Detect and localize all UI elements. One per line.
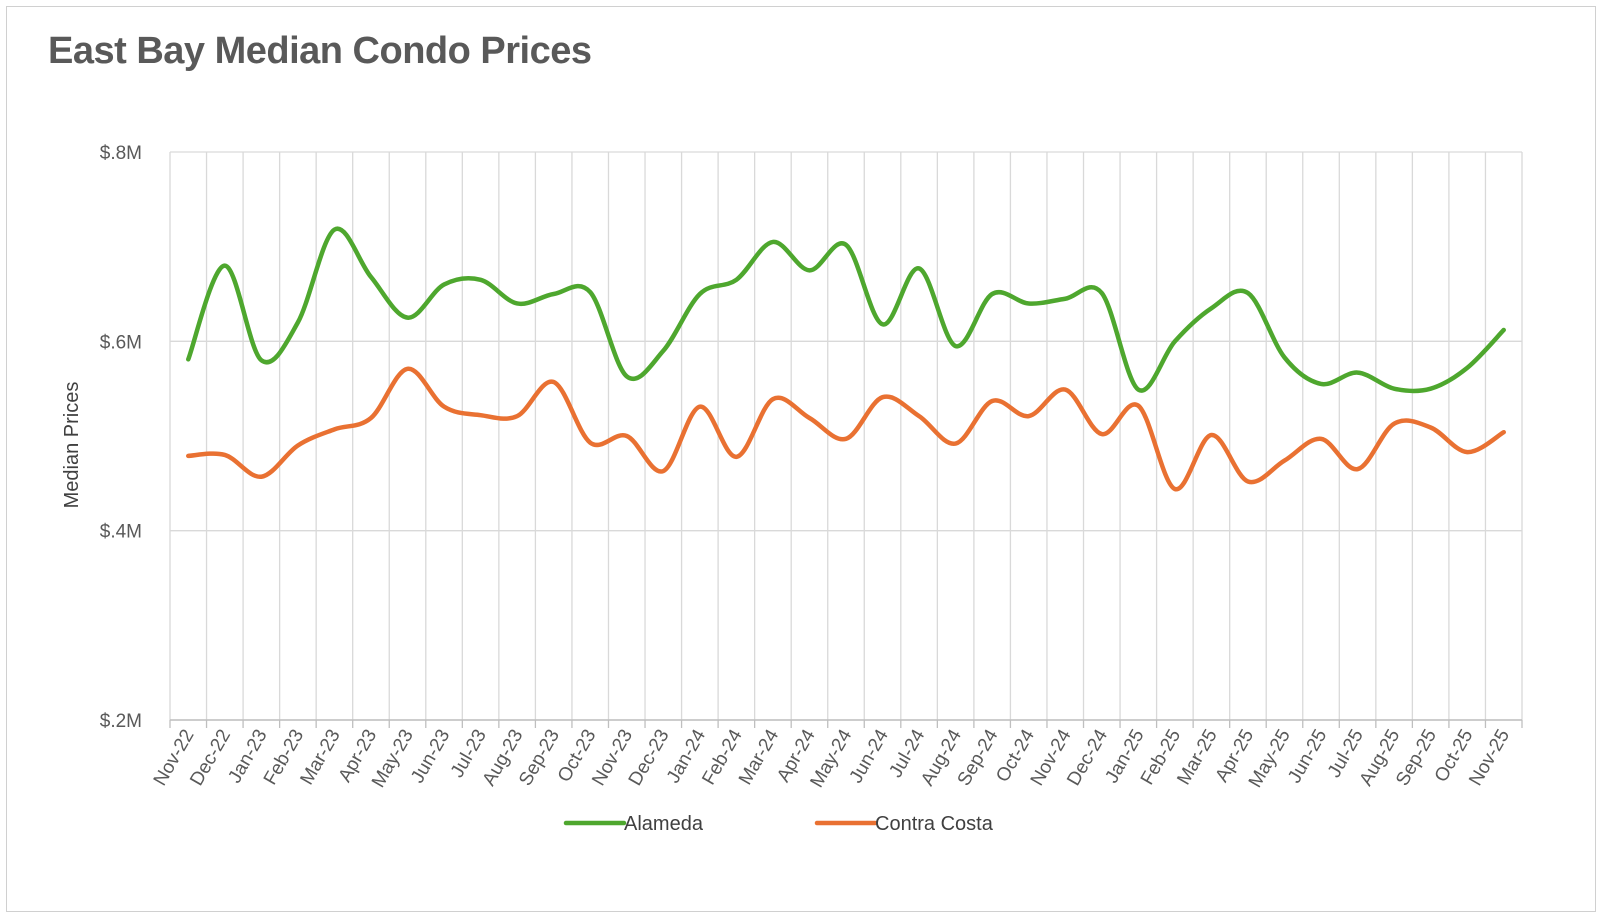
- data-point-contra-costa: [1063, 388, 1067, 392]
- data-point-alameda: [734, 278, 738, 282]
- data-point-contra-costa: [1282, 459, 1286, 463]
- data-point-contra-costa: [661, 469, 665, 473]
- data-point-alameda: [588, 290, 592, 294]
- legend-label-alameda: Alameda: [624, 813, 704, 835]
- y-tick-label: $.8M: [100, 143, 142, 164]
- y-tick-label: $.4M: [100, 522, 142, 543]
- data-point-alameda: [479, 278, 483, 282]
- data-point-alameda: [844, 243, 848, 247]
- data-point-contra-costa: [406, 367, 410, 371]
- data-point-alameda: [1136, 388, 1140, 392]
- data-point-contra-costa: [698, 405, 702, 409]
- data-point-contra-costa: [954, 442, 958, 446]
- legend: Alameda Contra Costa: [563, 813, 994, 835]
- data-point-contra-costa: [1356, 467, 1360, 471]
- data-point-contra-costa: [1027, 414, 1031, 418]
- data-point-contra-costa: [625, 434, 629, 438]
- legend-label-contra-costa: Contra Costa: [875, 813, 994, 835]
- data-point-contra-costa: [1429, 425, 1433, 429]
- data-point-contra-costa: [881, 395, 885, 399]
- series-line-contra-costa: [186, 366, 1506, 492]
- data-point-contra-costa: [515, 414, 519, 418]
- data-point-contra-costa: [259, 475, 263, 479]
- data-point-alameda: [1502, 328, 1506, 332]
- data-point-contra-costa: [807, 416, 811, 420]
- data-point-contra-costa: [1392, 422, 1396, 426]
- data-point-alameda: [442, 283, 446, 287]
- data-point-alameda: [625, 374, 629, 378]
- data-point-contra-costa: [1209, 433, 1213, 437]
- data-point-alameda: [1209, 306, 1213, 310]
- data-point-contra-costa: [223, 453, 227, 457]
- data-point-alameda: [1100, 291, 1104, 295]
- data-point-contra-costa: [1502, 430, 1506, 434]
- data-point-contra-costa: [1319, 437, 1323, 441]
- data-point-alameda: [1282, 355, 1286, 359]
- data-point-alameda: [186, 357, 190, 361]
- y-tick-label: $.6M: [100, 332, 142, 353]
- data-point-alameda: [1429, 387, 1433, 391]
- data-point-alameda: [1173, 339, 1177, 343]
- data-point-contra-costa: [296, 443, 300, 447]
- data-point-contra-costa: [442, 405, 446, 409]
- grid-lines: [169, 151, 1523, 721]
- data-point-alameda: [1063, 297, 1067, 301]
- data-point-alameda: [552, 292, 556, 296]
- chart-frame: [6, 6, 1596, 912]
- data-point-alameda: [259, 358, 263, 362]
- data-point-contra-costa: [844, 437, 848, 441]
- data-point-alameda: [1319, 382, 1323, 386]
- data-point-alameda: [698, 292, 702, 296]
- data-point-alameda: [296, 320, 300, 324]
- data-point-alameda: [223, 264, 227, 268]
- axes: [169, 719, 1523, 728]
- data-point-contra-costa: [1246, 479, 1250, 483]
- data-point-alameda: [1392, 387, 1396, 391]
- data-point-alameda: [1027, 301, 1031, 305]
- data-point-alameda: [369, 275, 373, 279]
- data-point-alameda: [1246, 291, 1250, 295]
- data-point-alameda: [1356, 371, 1360, 375]
- chart-title: East Bay Median Condo Prices: [48, 30, 592, 72]
- data-point-alameda: [332, 228, 336, 232]
- data-point-contra-costa: [1173, 487, 1177, 491]
- data-point-alameda: [1465, 366, 1469, 370]
- y-tick-label: $.2M: [100, 711, 142, 732]
- data-point-contra-costa: [1100, 432, 1104, 436]
- y-axis-title: Median Prices: [61, 382, 83, 509]
- data-point-contra-costa: [186, 454, 190, 458]
- data-point-contra-costa: [771, 397, 775, 401]
- data-point-contra-costa: [734, 455, 738, 459]
- data-point-contra-costa: [369, 416, 373, 420]
- data-point-alameda: [515, 301, 519, 305]
- data-point-contra-costa: [332, 427, 336, 431]
- data-point-contra-costa: [588, 441, 592, 445]
- data-point-alameda: [807, 268, 811, 272]
- data-point-alameda: [771, 240, 775, 244]
- data-point-alameda: [406, 316, 410, 320]
- tick-labels: $.2M$.4M$.6M$.8MNov-22Dec-22Jan-23Feb-23…: [100, 143, 1514, 791]
- series-lines: [186, 226, 1506, 492]
- data-point-contra-costa: [1465, 450, 1469, 454]
- series-line-alameda: [186, 226, 1506, 394]
- data-point-alameda: [990, 292, 994, 296]
- data-point-contra-costa: [552, 380, 556, 384]
- data-point-alameda: [661, 349, 665, 353]
- data-point-alameda: [917, 266, 921, 270]
- data-point-contra-costa: [917, 414, 921, 418]
- data-point-contra-costa: [990, 399, 994, 403]
- data-point-alameda: [881, 322, 885, 326]
- data-point-contra-costa: [479, 413, 483, 417]
- data-point-alameda: [954, 344, 958, 348]
- data-point-contra-costa: [1136, 404, 1140, 408]
